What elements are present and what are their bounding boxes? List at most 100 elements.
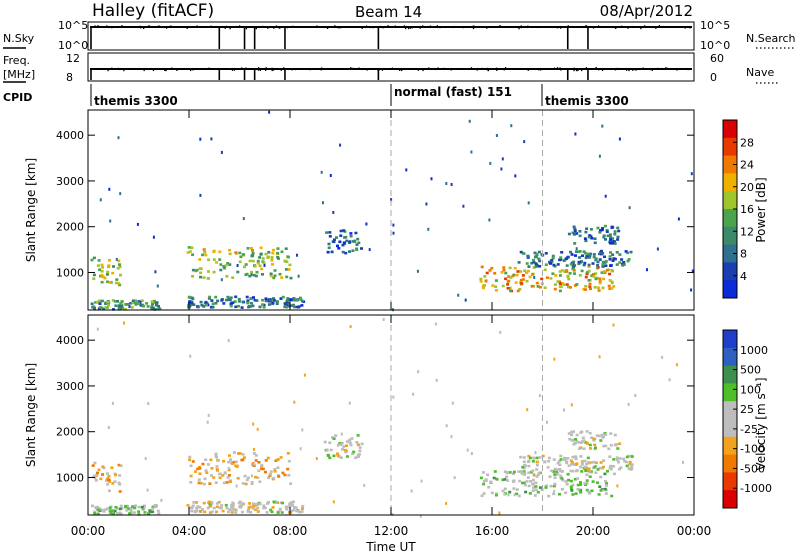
velocity-cell: [285, 506, 288, 509]
power-cell: [572, 260, 576, 264]
power-cell: [584, 275, 588, 279]
velocity-cell: [214, 454, 218, 457]
velocity-cell: [561, 470, 564, 473]
power-cell: [339, 229, 343, 233]
trace-dot: [553, 67, 556, 69]
velocity-cell: [343, 448, 347, 452]
velocity-cell: [484, 479, 488, 482]
velocity-noise-cell: [434, 322, 437, 326]
power-cell: [558, 289, 562, 293]
trace-dot: [627, 26, 629, 28]
velocity-cell: [106, 483, 110, 486]
velocity-cell: [547, 494, 551, 498]
power-noise-cell: [598, 154, 601, 158]
power-cell: [582, 250, 586, 253]
power-cell: [626, 251, 630, 255]
velocity-cbar-swatch: [723, 472, 737, 491]
velocity-cell: [602, 444, 606, 448]
velocity-cell: [541, 454, 545, 458]
power-cell: [327, 246, 331, 250]
power-cell: [97, 259, 101, 262]
velocity-cell: [574, 456, 578, 460]
velocity-cell: [196, 505, 200, 508]
velocity-noise-cell: [256, 427, 259, 431]
velocity-cell: [615, 458, 619, 462]
velocity-cell: [615, 456, 619, 459]
power-cell: [578, 234, 582, 238]
trace-dot: [140, 68, 142, 70]
power-cell: [244, 263, 248, 266]
power-cell: [584, 230, 588, 234]
power-cell: [105, 273, 109, 276]
power-cell: [601, 260, 605, 264]
velocity-cell: [336, 452, 339, 456]
xtick-label: 12:00: [374, 524, 409, 538]
power-cell: [285, 275, 289, 279]
velocity-cell: [221, 474, 225, 477]
trace-dot: [504, 68, 507, 70]
velocity-cbar-frame: [722, 329, 738, 509]
velocity-cell: [287, 473, 291, 477]
trace-dot: [592, 27, 595, 29]
velocity-cell: [345, 455, 349, 458]
power-cell: [223, 266, 227, 270]
trace-dot: [309, 69, 311, 71]
power-cell: [585, 255, 589, 258]
power-noise-cell: [628, 206, 631, 210]
trace-dot: [560, 69, 562, 71]
trace-dot: [350, 67, 352, 69]
velocity-cell: [358, 449, 362, 453]
trace-dot: [437, 67, 439, 69]
trace-dot: [573, 67, 575, 69]
trace-dot: [545, 68, 547, 70]
trace-dot: [152, 69, 155, 72]
velocity-cell: [113, 509, 117, 513]
freq-panel: Freq. [MHz] 12 8 60 0 Nave: [3, 52, 778, 84]
power-cell: [567, 277, 571, 281]
velocity-cell: [246, 476, 250, 480]
velocity-cell: [339, 443, 342, 446]
power-noise-cell: [332, 211, 335, 214]
power-cell: [286, 299, 289, 302]
velocity-cell: [272, 500, 276, 504]
power-noise-cell: [365, 222, 368, 226]
power-cell: [120, 304, 124, 308]
velocity-cell: [263, 506, 267, 510]
power-cell: [521, 274, 525, 277]
power-cell: [569, 286, 572, 289]
velocity-noise-cell: [227, 339, 230, 343]
power-cell: [565, 270, 569, 273]
velocity-cell: [112, 512, 116, 515]
trace-dot: [171, 67, 173, 69]
power-noise-cell: [220, 150, 223, 154]
trace-dot: [559, 67, 561, 69]
velocity-noise-cell: [412, 392, 415, 396]
velocity-cell: [584, 469, 588, 472]
power-cell: [626, 259, 630, 263]
power-cell: [251, 304, 255, 308]
trace-dot: [470, 67, 473, 69]
power-cell: [279, 297, 283, 300]
power-cell: [600, 249, 603, 253]
trace-dot: [339, 27, 341, 29]
power-cbar-tick-label: 12: [740, 225, 754, 238]
velocity-cell: [240, 510, 244, 514]
power-noise-cell: [450, 183, 453, 186]
trace-dot: [257, 69, 260, 71]
velocity-cell: [534, 481, 538, 485]
velocity-cell: [552, 484, 556, 488]
velocity-cell: [571, 483, 575, 487]
velocity-noise-cell: [513, 493, 516, 497]
velocity-cell: [188, 455, 192, 459]
power-cell: [610, 287, 614, 290]
velocity-cell: [586, 442, 589, 445]
velocity-cell: [515, 492, 519, 496]
velocity-ytick-label: 1000: [56, 471, 84, 484]
power-cell: [262, 306, 266, 309]
trace-dot: [393, 26, 395, 28]
power-cell: [540, 277, 544, 281]
velocity-cell: [266, 502, 270, 505]
power-cell: [204, 253, 208, 257]
velocity-cell: [486, 473, 490, 477]
trace-dot: [321, 68, 323, 71]
